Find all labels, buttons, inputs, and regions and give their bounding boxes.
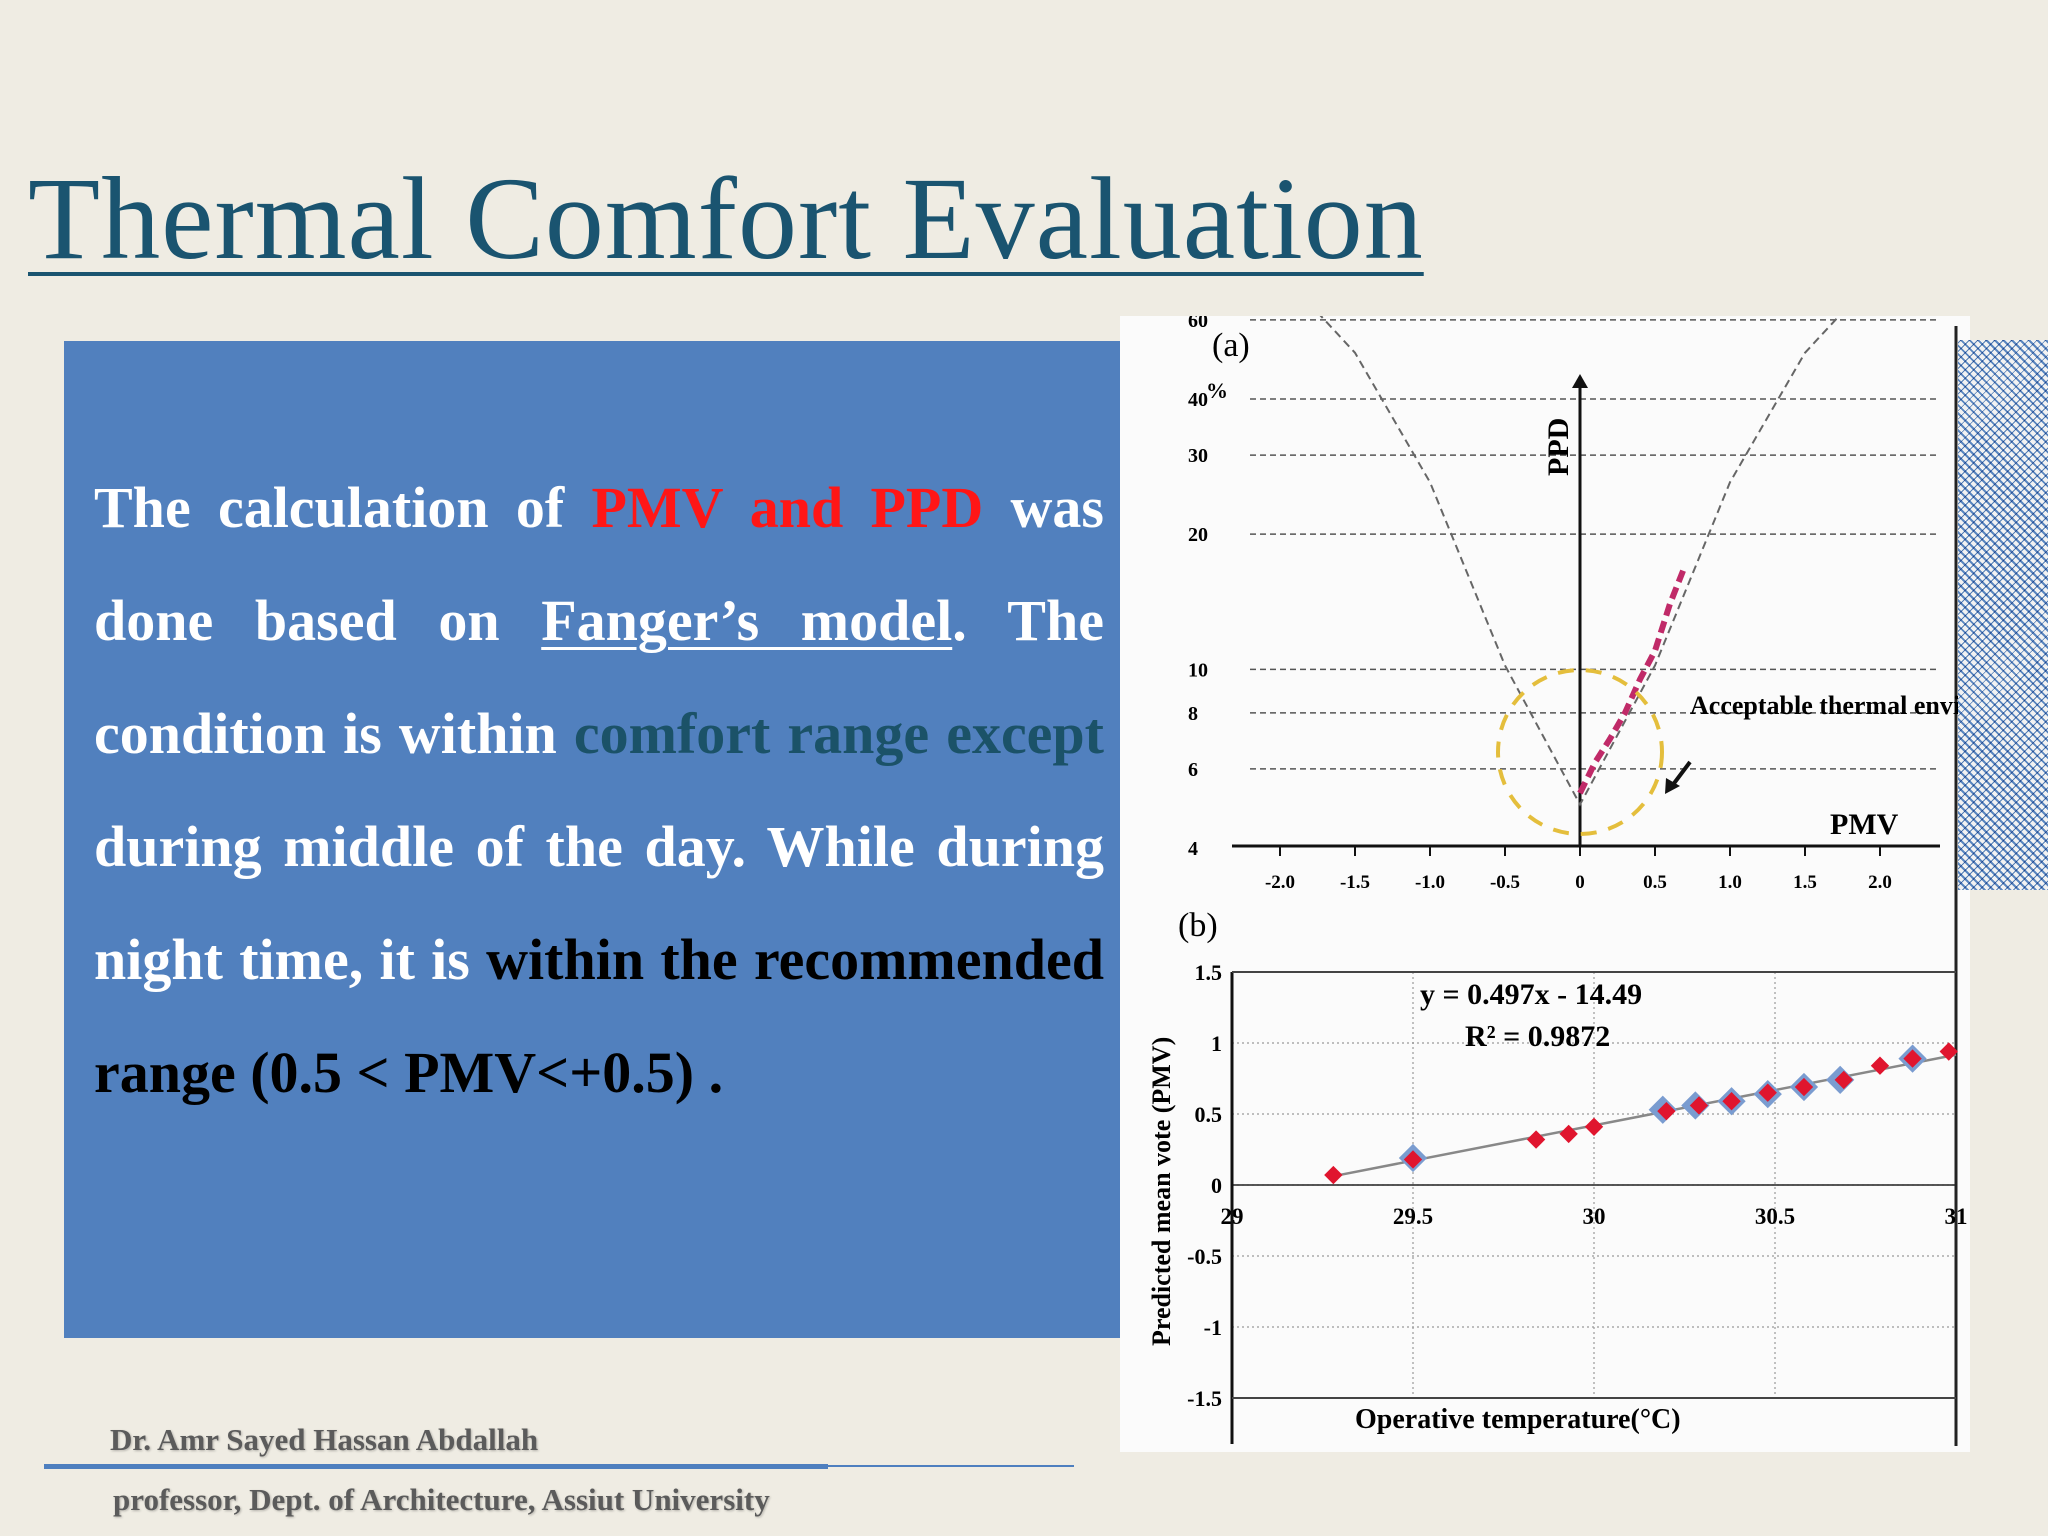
text-highlight-recommended-range: within the recommended range (0.5 < PMV<… xyxy=(94,927,1105,1105)
regression-equation: y = 0.497x - 14.49 xyxy=(1420,978,1642,1011)
panel-b-y-ticks: 1.5 1 0.5 0 -0.5 -1 -1.5 xyxy=(1187,960,1222,1411)
panel-a-x-tick-label: 1.0 xyxy=(1718,872,1742,893)
panel-b-x-tick-label: 31 xyxy=(1945,1204,1968,1229)
panel-b-y-tick-label: 0.5 xyxy=(1195,1102,1223,1127)
panel-a-label: (a) xyxy=(1212,327,1250,364)
panel-a-x-tick-label: 0 xyxy=(1575,872,1585,893)
annotation-line-1: Acceptable thermal environment xyxy=(1690,691,1970,720)
panel-a-x-tick-label: 0.5 xyxy=(1643,872,1667,893)
red-data-point xyxy=(1689,1096,1709,1115)
panel-b-y-tick-label: 1 xyxy=(1211,1031,1222,1056)
regression-r2: R² = 0.9872 xyxy=(1465,1020,1610,1053)
footer-divider xyxy=(44,1464,828,1469)
panel-a-y-tick-label: 30 xyxy=(1188,445,1208,467)
panel-b-x-label: Operative temperature(°C) xyxy=(1355,1404,1681,1435)
panel-a-y-tick-label: 10 xyxy=(1188,659,1208,681)
panel-a-y-tick-label: 6 xyxy=(1188,759,1198,781)
panel-a-x-ticks: -2.0 -1.5 -1.0 -0.5 0 0.5 1.0 1.5 2.0 xyxy=(1265,846,1892,893)
text-plain-4: during middle of the day. While during n… xyxy=(94,814,1104,992)
panel-a-x-tick-label: -0.5 xyxy=(1490,872,1520,893)
panel-b-y-tick-label: -0.5 xyxy=(1187,1244,1222,1269)
fanger-model-link[interactable]: Fanger’s model xyxy=(541,588,953,653)
panel-b-y-tick-label: -1.5 xyxy=(1187,1386,1222,1411)
panel-a-y-tick-label: 20 xyxy=(1188,524,1208,546)
red-data-point xyxy=(1584,1117,1604,1136)
panel-b-gridlines xyxy=(1232,972,1956,1398)
panel-b-trendline xyxy=(1333,1053,1957,1178)
panel-a-y-label: PPD xyxy=(1542,418,1575,476)
page-title: Thermal Comfort Evaluation xyxy=(28,153,1424,284)
red-data-point xyxy=(1870,1056,1890,1075)
panel-a-x-tick-label: -1.5 xyxy=(1340,872,1370,893)
panel-b-y-tick-label: -1 xyxy=(1204,1315,1222,1340)
panel-a-x-label: PMV xyxy=(1830,808,1899,841)
panel-a-y-tick-label: 60 xyxy=(1188,316,1208,332)
text-plain-2: was done based on xyxy=(94,475,1104,653)
annotation-arrow xyxy=(1670,760,1692,788)
red-data-point xyxy=(1559,1124,1578,1144)
panel-b-x-tick-label: 30.5 xyxy=(1755,1204,1795,1229)
panel-a-series xyxy=(1234,251,1896,807)
figure-svg: (a) % 806040302010864 -2.0-1.5-1.0-0.500… xyxy=(1147,251,2048,1446)
panel-b-x-tick-label: 30 xyxy=(1583,1204,1606,1229)
text-plain-1: The calculation of xyxy=(94,475,592,540)
comfort-highlight-circle xyxy=(1496,668,1664,836)
text-panel: The calculation of PMV and PPD was done … xyxy=(64,341,1122,1338)
red-data-point xyxy=(1324,1165,1343,1185)
panel-a-y-arrow xyxy=(1572,374,1588,388)
panel-a-y-tick-label: 4 xyxy=(1188,838,1198,860)
annotation-text: Acceptable thermal environment xyxy=(1690,691,1970,720)
footer-affiliation: professor, Dept. of Architecture, Assiut… xyxy=(113,1482,770,1517)
panel-a-y-tick-label: 8 xyxy=(1188,703,1198,725)
panel-a-x-tick-label: 2.0 xyxy=(1868,872,1892,893)
panel-b-y-tick-label: 1.5 xyxy=(1195,960,1223,985)
panel-b-y-label: Predicted mean vote (PMV) xyxy=(1147,1037,1176,1346)
footer-author: Dr. Amr Sayed Hassan Abdallah xyxy=(110,1422,539,1457)
trendline xyxy=(1333,1053,1957,1178)
panel-b-x-tick-label: 29.5 xyxy=(1393,1204,1433,1229)
text-highlight-comfort-range: comfort range except xyxy=(573,701,1104,766)
panel-b-label: (b) xyxy=(1178,907,1218,944)
decorative-pattern xyxy=(1958,340,2048,890)
annotation-arrowhead xyxy=(1665,778,1680,794)
text-plain-3: . The condition is within xyxy=(94,588,1104,766)
panel-a-x-tick-label: -2.0 xyxy=(1265,872,1295,893)
panel-b-y-tick-label: 0 xyxy=(1211,1173,1222,1198)
panel-a-y-ticks: 806040302010864 xyxy=(1188,254,1208,860)
footer-divider-thin xyxy=(828,1465,1074,1467)
ppd-curve-line xyxy=(1234,251,1896,807)
acceptable-range-line xyxy=(1577,564,1688,795)
figure-panel: (a) % 806040302010864 -2.0-1.5-1.0-0.500… xyxy=(1120,251,2048,1452)
panel-a-x-tick-label: 1.5 xyxy=(1793,872,1817,893)
text-highlight-pmv-ppd: PMV and PPD xyxy=(591,475,984,540)
body-paragraph: The calculation of PMV and PPD was done … xyxy=(94,451,1104,1129)
red-data-point xyxy=(1939,1042,1958,1061)
red-data-point xyxy=(1526,1130,1546,1149)
panel-a-y-unit: % xyxy=(1206,378,1228,403)
panel-a-y-tick-label: 40 xyxy=(1188,389,1208,411)
panel-a-x-tick-label: -1.0 xyxy=(1415,872,1445,893)
panel-b-points xyxy=(1324,1042,1958,1185)
